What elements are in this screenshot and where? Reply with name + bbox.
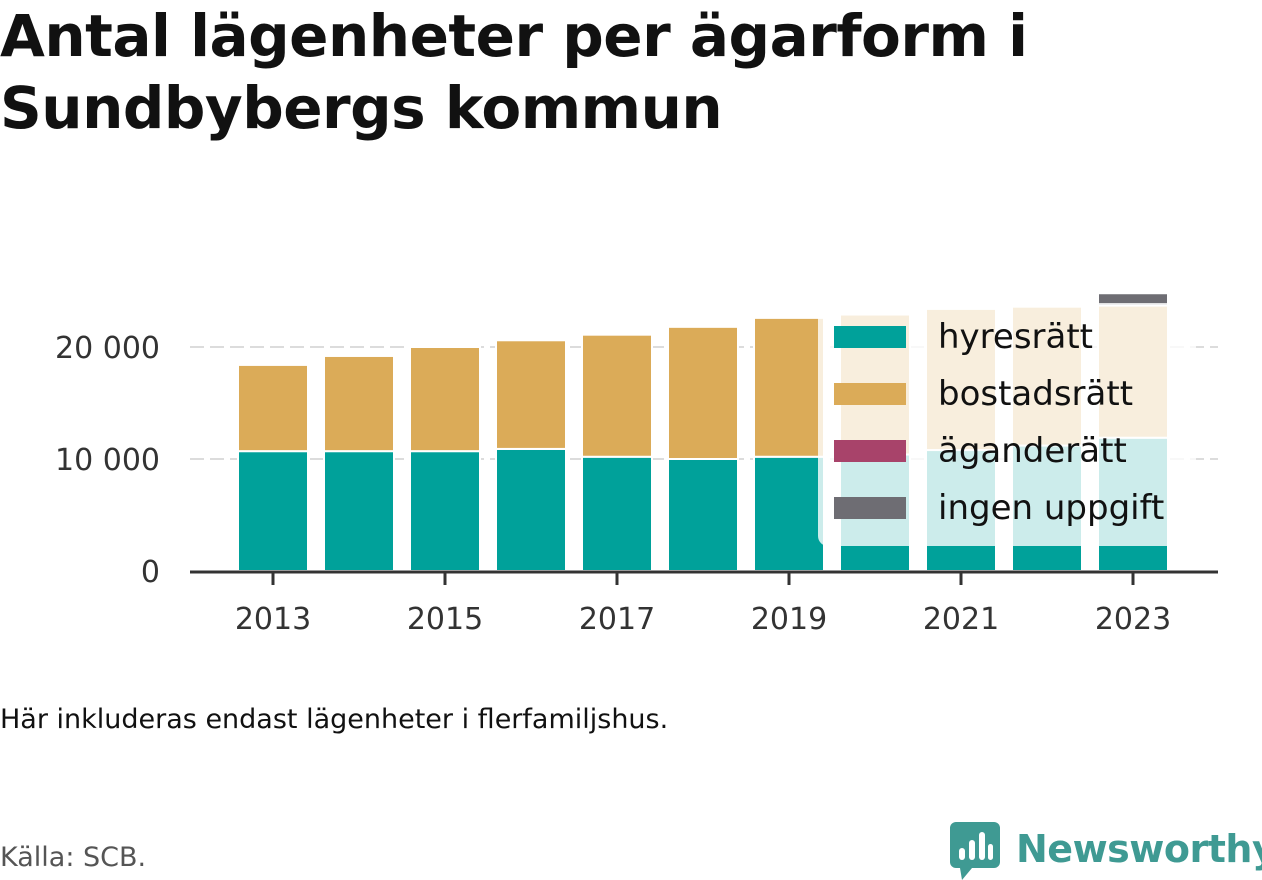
legend-label: bostadsrätt bbox=[938, 374, 1133, 414]
bar-segment bbox=[667, 458, 739, 572]
y-tick-label: 20 000 bbox=[55, 331, 160, 366]
bar-segment bbox=[581, 333, 653, 458]
bar-segment bbox=[581, 455, 653, 573]
bar-segment bbox=[409, 346, 481, 453]
x-tick-label: 2023 bbox=[1095, 602, 1171, 637]
brand-logo: Newsworthy bbox=[950, 818, 1262, 880]
chart-title: Antal lägenheter per ägarform i Sundbybe… bbox=[0, 2, 1028, 142]
chart-note: Här inkluderas endast lägenheter i flerf… bbox=[0, 704, 669, 735]
bar-segment bbox=[753, 455, 825, 573]
x-tick-label: 2021 bbox=[923, 602, 999, 637]
bar-segment bbox=[667, 325, 739, 460]
bar-segment bbox=[323, 450, 395, 572]
legend: hyresrätt bostadsrätt äganderätt ingen uppg… bbox=[818, 303, 1196, 546]
y-tick-label: 10 000 bbox=[55, 443, 160, 478]
legend-box bbox=[818, 303, 1196, 546]
x-tick-label: 2017 bbox=[579, 602, 655, 637]
x-tick-label: 2013 bbox=[235, 602, 311, 637]
bar-segment bbox=[409, 450, 481, 572]
x-tick-label: 2015 bbox=[407, 602, 483, 637]
legend-swatch bbox=[834, 497, 906, 519]
source-note: Källa: SCB. bbox=[0, 842, 147, 873]
newsworthy-logo-icon bbox=[950, 822, 1000, 880]
brand-name: Newsworthy bbox=[1016, 827, 1262, 871]
bar-segment bbox=[237, 363, 309, 453]
legend-swatch bbox=[834, 383, 906, 405]
x-tick-label: 2019 bbox=[751, 602, 827, 637]
bar-segment bbox=[323, 354, 395, 453]
bar-segment bbox=[495, 447, 567, 573]
legend-label: hyresrätt bbox=[938, 317, 1093, 357]
legend-label: ingen uppgift bbox=[938, 488, 1164, 528]
bar-segment bbox=[237, 450, 309, 572]
bar-segment bbox=[495, 339, 567, 450]
legend-label: äganderätt bbox=[938, 431, 1127, 471]
legend-swatch bbox=[834, 440, 906, 462]
legend-swatch bbox=[834, 326, 906, 348]
y-tick-label: 0 bbox=[141, 555, 160, 590]
bar-segment bbox=[753, 316, 825, 458]
axes: 0 10 000 20 000 2013 2015 2017 2019 2021 2023 bbox=[55, 331, 1218, 637]
